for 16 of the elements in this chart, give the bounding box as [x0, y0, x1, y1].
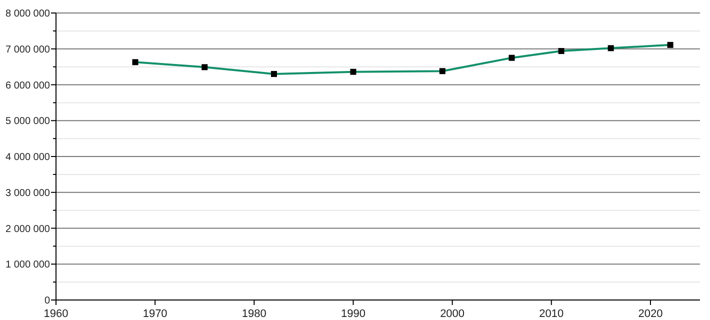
- x-tick-label: 1990: [340, 308, 366, 320]
- y-tick-label: 7 000 000: [6, 44, 50, 56]
- x-tick-label: 1980: [242, 308, 266, 320]
- y-tick-label: 8 000 000: [6, 8, 50, 20]
- y-tick-label: 0: [44, 296, 50, 306]
- y-tick-label: 2 000 000: [6, 224, 50, 235]
- y-tick-label: 1 000 000: [6, 260, 50, 271]
- y-tick-label: 3 000 000: [6, 188, 50, 199]
- x-tick-label: 2010: [539, 308, 564, 320]
- y-tick-label: 6 000 000: [6, 80, 50, 92]
- x-tick-label: 2020: [638, 308, 663, 320]
- y-tick-label: 5 000 000: [6, 116, 50, 128]
- x-tick-label: 1970: [142, 308, 168, 320]
- x-tick-label: 2000: [440, 308, 465, 320]
- y-tick-label: 4 000 000: [6, 152, 50, 163]
- x-tick-label: 1960: [44, 308, 68, 320]
